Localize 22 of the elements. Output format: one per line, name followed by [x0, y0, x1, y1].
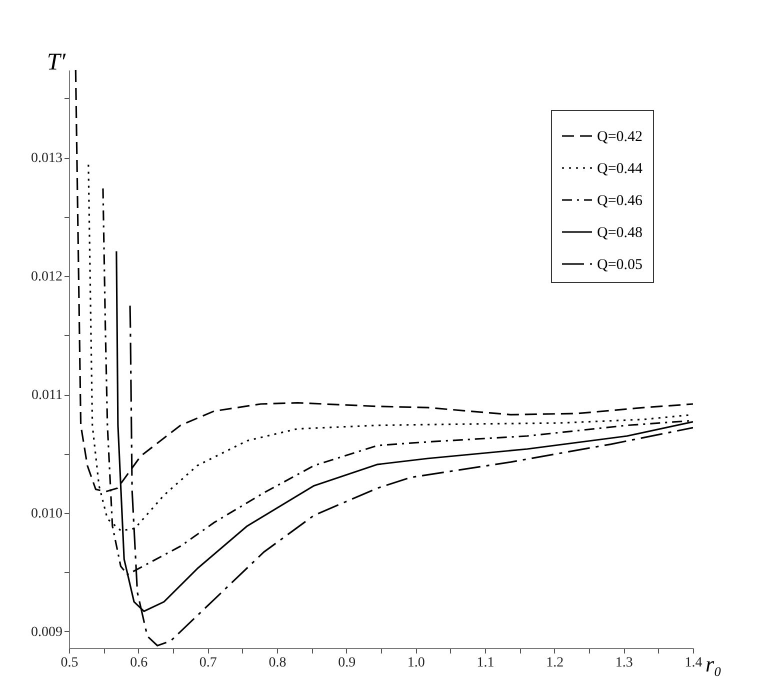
legend-label: Q=0.44	[597, 161, 644, 177]
y-tick-label: 0.012	[31, 270, 62, 285]
y-tick-label: 0.011	[32, 388, 62, 404]
y-tick-label: 0.013	[31, 151, 62, 166]
x-tick-label: 0.9	[338, 656, 356, 670]
x-tick-label: 0.8	[268, 656, 286, 670]
legend-label: Q=0.42	[597, 129, 643, 145]
legend-label: Q=0.05	[597, 257, 643, 273]
y-tick-label: 0.010	[31, 506, 62, 522]
x-tick-label: 1.1	[476, 656, 494, 670]
x-tick-label: 1.3	[615, 656, 633, 670]
x-tick-label: 1.4	[684, 656, 702, 670]
x-tick-label: 1.0	[407, 656, 425, 670]
legend-label: Q=0.48	[597, 225, 643, 241]
y-axis-title: T′	[46, 50, 66, 76]
x-tick-label: 0.7	[199, 656, 217, 670]
legend-label: Q=0.46	[597, 193, 644, 209]
x-axis-title: r₀	[706, 652, 722, 676]
x-tick-label: 1.2	[546, 656, 564, 670]
x-tick-label: 0.5	[60, 656, 78, 670]
y-tick-label: 0.009	[31, 624, 62, 640]
x-tick-label: 0.6	[130, 656, 148, 670]
